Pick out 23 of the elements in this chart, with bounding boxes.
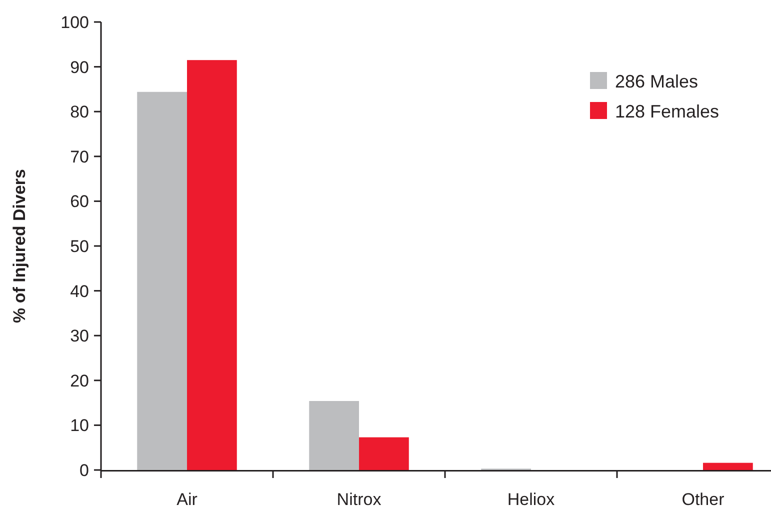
y-tick-label: 60 — [70, 192, 89, 212]
bar — [703, 462, 753, 470]
x-tick-label: Heliox — [507, 490, 556, 509]
y-tick-label: 50 — [70, 236, 89, 256]
legend-label: 286 Males — [615, 71, 698, 92]
y-tick-label: 80 — [70, 102, 89, 122]
bar — [359, 437, 409, 470]
y-tick-label: 90 — [70, 58, 89, 77]
x-tick-label: Nitrox — [336, 490, 382, 509]
y-tick-label: 40 — [70, 282, 89, 301]
x-tick-label: Other — [682, 490, 725, 509]
y-tick-label: 100 — [60, 12, 89, 32]
y-tick-label: 20 — [70, 371, 89, 390]
bar — [137, 92, 187, 470]
legend-label: 128 Females — [615, 101, 720, 122]
y-tick-label: 10 — [70, 416, 89, 436]
y-tick-label: 30 — [70, 326, 89, 346]
y-tick-label: 70 — [70, 147, 89, 166]
y-tick-label: 0 — [80, 460, 89, 480]
bar — [309, 401, 359, 470]
x-tick-label: Air — [176, 490, 198, 509]
bar — [187, 60, 237, 470]
y-axis-title: % of Injured Divers — [10, 169, 29, 323]
